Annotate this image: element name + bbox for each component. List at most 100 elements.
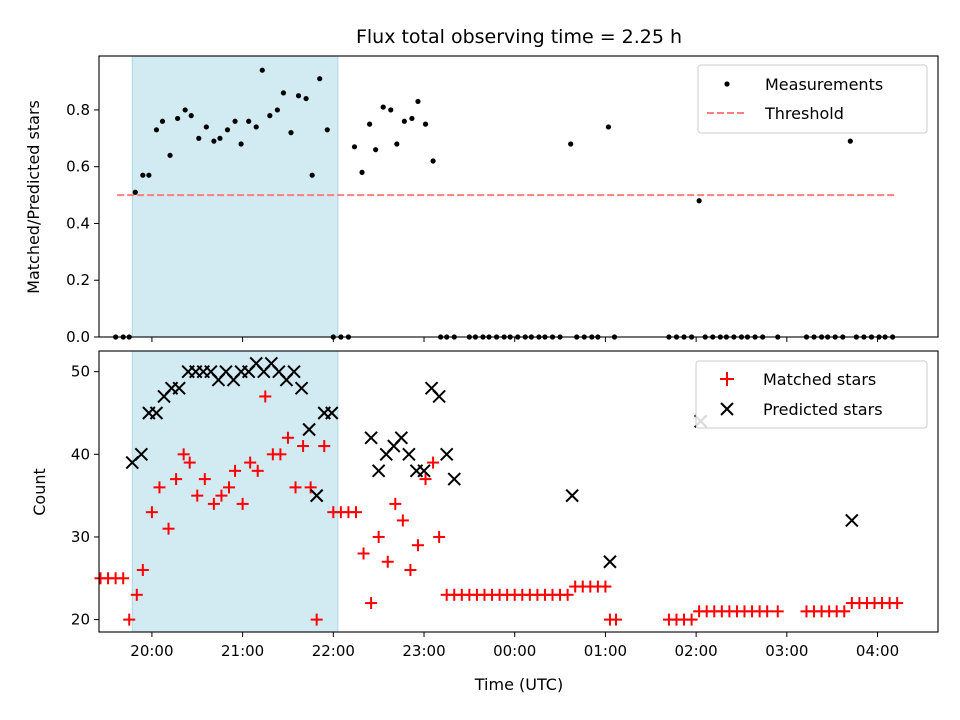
matched-star-marker: [396, 514, 409, 527]
matched-star-marker: [177, 448, 190, 461]
matched-star-marker: [310, 613, 323, 626]
measurement-point: [259, 67, 265, 73]
matched-star-marker: [281, 431, 294, 444]
measurement-point: [388, 107, 394, 113]
matched-star-marker: [123, 613, 136, 626]
top-y-tick-label: 0.2: [66, 271, 90, 289]
bottom-legend-box: [695, 360, 928, 429]
predicted-star-marker: [394, 431, 409, 445]
top-axes-frame: [98, 55, 939, 338]
predicted-star-marker: [565, 488, 579, 503]
top-x-ticks: [151, 337, 879, 342]
measurement-point: [274, 107, 280, 113]
matched-star-marker: [610, 613, 623, 626]
matched-star-marker: [223, 481, 236, 494]
legend-measurements-label: Measurements: [765, 75, 883, 94]
matched-star-marker: [183, 456, 196, 469]
predicted-star-marker: [149, 406, 164, 420]
measurement-point: [295, 93, 302, 99]
matched-star-marker: [433, 530, 446, 543]
measurement-point: [415, 98, 421, 105]
measurement-point: [203, 124, 209, 130]
bottom-y-axis-label: Count: [30, 468, 49, 516]
measurement-point: [394, 141, 400, 147]
top-legend: Measurements Threshold: [697, 64, 928, 134]
matched-star-marker: [153, 481, 166, 494]
matched-star-marker: [372, 530, 385, 543]
top-legend-box: [697, 64, 928, 134]
measurement-point: [188, 113, 194, 119]
matched-star-marker: [259, 390, 272, 403]
bottom-axes-frame: [98, 350, 939, 633]
bottom-legend: Matched stars Predicted stars: [695, 360, 928, 429]
top-panel: 0.00.20.40.60.8 Matched/Predicted stars …: [24, 55, 939, 346]
top-y-tick-label: 0.8: [66, 101, 90, 119]
measurement-point: [401, 118, 407, 124]
matched-star-marker: [599, 580, 612, 593]
measurement-point: [847, 138, 853, 144]
bottom-x-ticks: 20:00 21:00 22:00 23:00 00:00 01:00 02:00 03:00…: [130, 632, 899, 660]
measurement-point: [196, 135, 202, 141]
matched-star-marker: [357, 547, 370, 560]
measurement-point: [605, 124, 612, 130]
legend-predicted-label: Predicted stars: [763, 400, 883, 419]
measurement-point: [280, 90, 287, 96]
matched-star-marker: [419, 473, 432, 486]
predicted-star-marker: [325, 406, 339, 420]
matched-star-marker: [685, 613, 698, 626]
measurement-point: [696, 198, 702, 204]
matched-star-marker: [117, 572, 130, 585]
matched-star-marker: [191, 489, 204, 502]
bottom-x-tick-label: 04:00: [856, 642, 899, 660]
matched-star-marker: [761, 605, 774, 618]
measurement-point: [238, 141, 244, 147]
measurement-point: [430, 158, 436, 164]
predicted-star-marker: [287, 364, 301, 379]
top-y-axis-label: Matched/Predicted stars: [24, 100, 43, 294]
bottom-x-tick-label: 01:00: [584, 642, 627, 660]
legend-predicted-marker: [720, 402, 734, 416]
measurement-point: [140, 172, 146, 178]
matched-star-marker: [349, 506, 362, 519]
matched-star-marker: [404, 564, 417, 577]
x-axis-label: Time (UTC): [474, 675, 563, 694]
measurement-point: [351, 144, 358, 150]
predicted-star-marker: [309, 488, 324, 503]
matched-star-marker: [389, 497, 402, 510]
measurement-point: [232, 118, 238, 124]
legend-measurements-marker: [724, 81, 730, 87]
predicted-star-marker: [432, 389, 446, 404]
matched-star-marker: [145, 506, 158, 519]
legend-matched-marker: [720, 372, 734, 386]
measurement-point: [422, 121, 429, 127]
measurement-point: [267, 113, 273, 119]
matched-star-marker: [244, 456, 257, 469]
matched-star-marker: [289, 481, 302, 494]
predicted-star-marker: [302, 422, 316, 437]
measurement-point: [224, 127, 231, 133]
measurement-point: [146, 172, 152, 178]
matched-star-marker: [297, 440, 310, 453]
bottom-x-tick-label: 20:00: [130, 642, 173, 660]
matched-star-marker: [771, 605, 784, 618]
matched-star-marker: [365, 597, 378, 610]
predicted-star-marker: [447, 472, 461, 486]
matched-star-marker: [891, 597, 904, 610]
matched-star-marker: [838, 605, 851, 618]
measurement-point: [175, 115, 181, 122]
chart-title: Flux total observing time = 2.25 h: [356, 26, 682, 48]
bottom-x-tick-label: 23:00: [402, 642, 445, 660]
matched-star-marker: [215, 489, 228, 502]
matched-star-marker: [136, 564, 149, 577]
bottom-panel: 20 30 40 50 20:00 21:00 22:00 23:00 00:00 01:00 0…: [30, 350, 939, 694]
matched-star-marker: [318, 440, 331, 453]
measurement-point: [373, 147, 379, 153]
legend-threshold-label: Threshold: [764, 104, 844, 123]
predicted-star-marker: [439, 447, 454, 462]
predicted-star-marker: [172, 381, 186, 395]
top-y-tick-label: 0.6: [66, 158, 90, 176]
measurement-point: [211, 138, 217, 144]
legend-matched-label: Matched stars: [763, 370, 876, 389]
matched-star-marker: [274, 448, 287, 461]
